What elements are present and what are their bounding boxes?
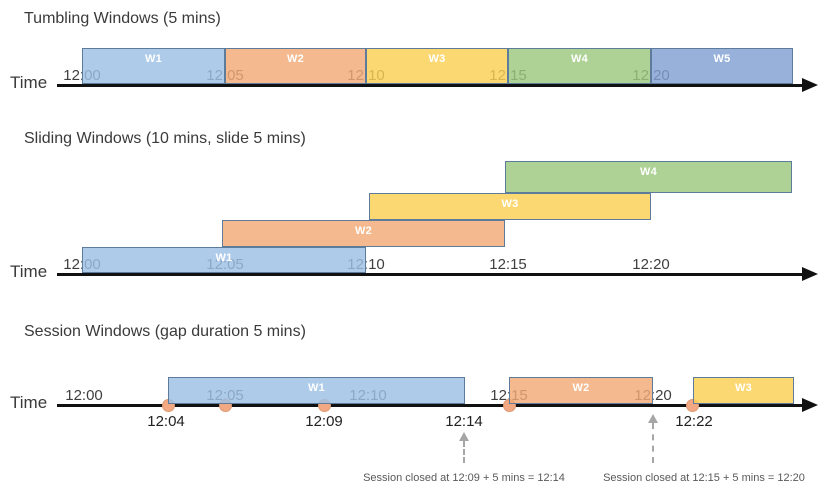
- axis-arrowhead-icon: [802, 78, 818, 92]
- window-label: W2: [572, 382, 590, 394]
- axis-tick-label: 12:20: [632, 256, 670, 273]
- window-box-w4: W4: [508, 48, 651, 84]
- window-box-w3: W3: [366, 48, 508, 84]
- window-label: W1: [144, 53, 163, 65]
- time-axis-label: Time: [10, 73, 48, 92]
- axis-tick-label: 12:15: [489, 256, 527, 273]
- window-label: W2: [354, 225, 373, 237]
- window-label: W1: [215, 252, 233, 264]
- window-box-w1: W1: [82, 247, 366, 273]
- window-label: W1: [307, 382, 326, 394]
- window-box-w5: W5: [651, 48, 793, 84]
- callout-arrow-line: [652, 423, 654, 463]
- window-label: W3: [501, 198, 519, 210]
- event-time-label: 12:22: [675, 413, 713, 430]
- axis-arrowhead-icon: [802, 398, 818, 412]
- window-box-w4: W4: [505, 161, 792, 193]
- window-box-w1: W1: [82, 48, 225, 84]
- time-axis-label: Time: [10, 262, 48, 281]
- window-label: W5: [713, 53, 731, 65]
- time-axis-label: Time: [10, 393, 48, 412]
- callout-arrow-icon: [459, 432, 469, 441]
- session-close-note: Session closed at 12:09 + 5 mins = 12:14: [363, 472, 565, 484]
- window-box-w2: W2: [222, 220, 505, 247]
- axis-tick-label: 12:00: [65, 387, 103, 404]
- callout-arrow-icon: [648, 414, 658, 423]
- callout-arrow-line: [463, 441, 465, 463]
- window-label: W3: [734, 382, 753, 394]
- event-time-label: 12:04: [147, 413, 185, 430]
- section-title: Session Windows (gap duration 5 mins): [24, 323, 306, 340]
- window-label: W4: [639, 166, 658, 178]
- time-axis-line: [57, 84, 802, 87]
- window-box-w2: W2: [225, 48, 366, 84]
- event-time-label: 12:09: [305, 413, 343, 430]
- window-label: W4: [570, 53, 589, 65]
- window-label: W3: [428, 53, 446, 65]
- time-axis-line: [57, 404, 802, 407]
- session-close-note: Session closed at 12:15 + 5 mins = 12:20: [603, 472, 805, 484]
- section-title: Tumbling Windows (5 mins): [24, 10, 221, 27]
- window-box-w3: W3: [369, 193, 651, 220]
- event-time-label: 12:14: [445, 413, 483, 430]
- axis-arrowhead-icon: [802, 267, 818, 281]
- section-title: Sliding Windows (10 mins, slide 5 mins): [24, 130, 306, 147]
- window-box-w3: W3: [693, 377, 794, 404]
- window-box-w1: W1: [168, 377, 465, 404]
- window-label: W2: [286, 53, 305, 65]
- window-box-w2: W2: [509, 377, 653, 404]
- time-axis-line: [57, 273, 802, 276]
